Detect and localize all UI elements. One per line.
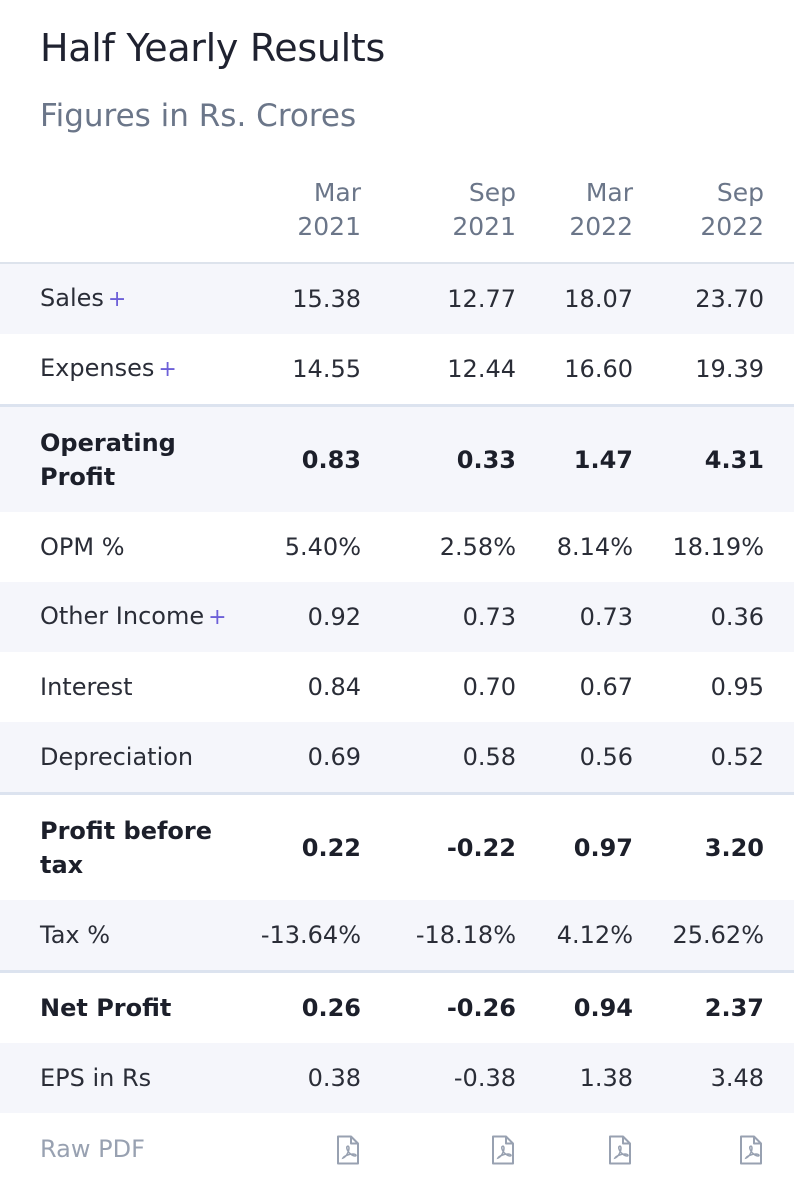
cell-value: 16.60 [564, 355, 633, 383]
cell-value: 0.97 [526, 792, 643, 900]
cell-value: 4.12% [526, 900, 643, 972]
pdf-link-sep-2021[interactable] [379, 1113, 526, 1185]
cell-value: 12.77 [379, 263, 526, 334]
row-label: OPM % [40, 533, 125, 561]
pdf-file-icon[interactable] [490, 1135, 516, 1165]
cell-value: 12.44 [447, 355, 516, 383]
row-tax-percent: Tax % -13.64% -18.18% 4.12% 25.62% [0, 900, 794, 972]
row-sales: Sales + 15.38 12.77 18.07 23.70 [0, 263, 794, 334]
row-label: Profit before tax [0, 792, 246, 900]
row-opm-percent: OPM % 5.40% 2.58% 8.14% 18.19% [0, 512, 794, 582]
expand-plus-icon[interactable]: + [158, 357, 177, 382]
header-row: Mar 2021 Sep 2021 Mar 2022 Sep 2022 [0, 168, 794, 264]
row-label: Depreciation [0, 722, 246, 794]
pdf-file-icon[interactable] [738, 1135, 764, 1165]
row-label[interactable]: Sales + [0, 263, 246, 334]
cell-value: 0.38 [246, 1043, 379, 1113]
cell-value: 5.40% [284, 533, 361, 561]
expand-plus-icon[interactable]: + [107, 287, 127, 312]
cell-value: -0.38 [379, 1043, 526, 1113]
cell-value: 0.73 [526, 582, 643, 652]
cell-value: 0.69 [246, 722, 379, 794]
cell-value: 0.26 [246, 970, 379, 1043]
pdf-link-sep-2022[interactable] [643, 1113, 794, 1185]
cell-value: 0.95 [710, 673, 764, 701]
cell-value: 25.62% [643, 900, 794, 972]
row-depreciation: Depreciation 0.69 0.58 0.56 0.52 [0, 722, 794, 794]
cell-value: 0.52 [643, 722, 794, 794]
cell-value: 0.22 [246, 792, 379, 900]
row-operating-profit: Operating Profit 0.83 0.33 1.47 4.31 [0, 404, 794, 512]
pdf-file-icon[interactable] [607, 1135, 633, 1165]
cell-value: 2.58% [439, 533, 516, 561]
cell-value: 14.55 [292, 355, 361, 383]
row-label: Tax % [0, 900, 246, 972]
row-profit-before-tax: Profit before tax 0.22 -0.22 0.97 3.20 [0, 792, 794, 900]
row-label[interactable]: Expenses + [40, 354, 177, 382]
cell-value: 1.47 [526, 404, 643, 512]
row-label: Interest [40, 673, 133, 701]
cell-value: 3.20 [643, 792, 794, 900]
cell-value: -0.26 [379, 970, 526, 1043]
pdf-link-mar-2021[interactable] [246, 1113, 379, 1185]
cell-value: 0.56 [526, 722, 643, 794]
pdf-link-mar-2022[interactable] [526, 1113, 643, 1185]
raw-pdf-label: Raw PDF [40, 1135, 145, 1163]
cell-value: 8.14% [556, 533, 633, 561]
column-header-sep-2022: Sep 2022 [643, 168, 794, 264]
cell-value: -18.18% [379, 900, 526, 972]
cell-value: 3.48 [643, 1043, 794, 1113]
row-label: Net Profit [0, 970, 246, 1043]
expand-plus-icon[interactable]: + [208, 605, 227, 630]
row-label: EPS in Rs [0, 1043, 246, 1113]
row-eps: EPS in Rs 0.38 -0.38 1.38 3.48 [0, 1043, 794, 1113]
page-title: Half Yearly Results [40, 26, 385, 70]
cell-value: 18.07 [526, 263, 643, 334]
cell-value: 0.92 [246, 582, 379, 652]
row-net-profit: Net Profit 0.26 -0.26 0.94 2.37 [0, 970, 794, 1043]
row-raw-pdf: Raw PDF [0, 1113, 794, 1185]
row-other-income: Other Income + 0.92 0.73 0.73 0.36 [0, 582, 794, 652]
cell-value: 0.73 [379, 582, 526, 652]
column-header-sep-2021: Sep 2021 [379, 168, 526, 264]
pdf-file-icon[interactable] [335, 1135, 361, 1165]
cell-value: 23.70 [643, 263, 794, 334]
results-table: Mar 2021 Sep 2021 Mar 2022 Sep 2022 Sales + 1… [0, 168, 794, 1185]
column-header-mar-2022: Mar 2022 [526, 168, 643, 264]
cell-value: 15.38 [246, 263, 379, 334]
cell-value: 0.70 [462, 673, 516, 701]
row-expenses: Expenses + 14.55 12.44 16.60 19.39 [0, 334, 794, 406]
cell-value: 1.38 [526, 1043, 643, 1113]
page-subtitle: Figures in Rs. Crores [40, 98, 357, 134]
row-interest: Interest 0.84 0.70 0.67 0.95 [0, 652, 794, 722]
cell-value: 0.36 [643, 582, 794, 652]
cell-value: 0.33 [379, 404, 526, 512]
cell-value: 0.83 [246, 404, 379, 512]
cell-value: 0.84 [307, 673, 361, 701]
cell-value: 19.39 [695, 355, 764, 383]
header-label-cell [0, 168, 246, 264]
cell-value: 0.58 [379, 722, 526, 794]
cell-value: 18.19% [672, 533, 764, 561]
column-header-mar-2021: Mar 2021 [246, 168, 379, 264]
row-label: Operating Profit [0, 404, 246, 512]
cell-value: 2.37 [643, 970, 794, 1043]
cell-value: -0.22 [379, 792, 526, 900]
cell-value: 0.67 [579, 673, 633, 701]
cell-value: -13.64% [246, 900, 379, 972]
cell-value: 4.31 [643, 404, 794, 512]
cell-value: 0.94 [526, 970, 643, 1043]
row-label[interactable]: Other Income + [0, 582, 246, 652]
